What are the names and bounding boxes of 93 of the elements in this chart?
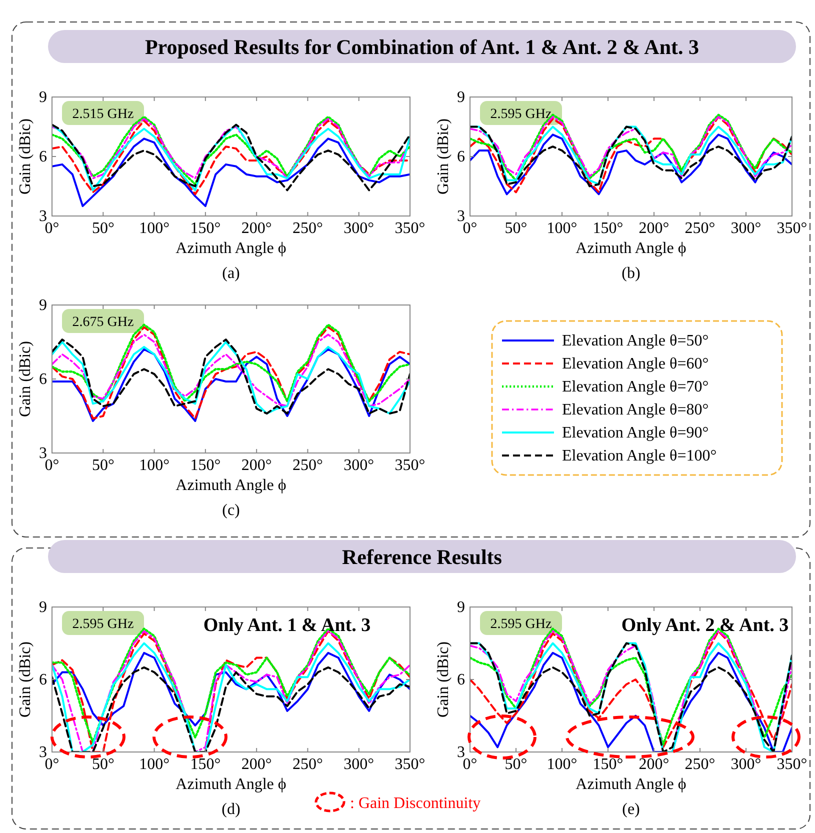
text: 2.515 GHz bbox=[72, 107, 134, 122]
y-tick-label: 9 bbox=[457, 89, 465, 106]
x-tick-label: 0° bbox=[44, 220, 60, 237]
x-tick-label: 100° bbox=[139, 220, 170, 237]
line-series bbox=[52, 138, 410, 208]
x-tick-label: 0° bbox=[462, 756, 478, 773]
line-series bbox=[470, 134, 792, 196]
x-tick-label: 150° bbox=[190, 457, 221, 474]
line-series bbox=[52, 334, 410, 408]
x-tick-label: 150° bbox=[190, 756, 221, 773]
x-tick-label: 200° bbox=[638, 756, 670, 773]
x-axis-title: Azimuth Angle ϕ bbox=[576, 776, 686, 793]
y-tick-label: 6 bbox=[39, 148, 47, 166]
x-tick-label: 200° bbox=[241, 756, 272, 773]
y-tick-label: 6 bbox=[39, 672, 47, 688]
x-axis-title: Azimuth Angle ϕ bbox=[176, 776, 286, 793]
x-tick-label: 150° bbox=[190, 220, 221, 237]
text: (e) bbox=[622, 801, 640, 818]
y-axis-title: Gain (dBic) bbox=[435, 118, 452, 194]
legend-label: Elevation Angle θ=60° bbox=[562, 356, 709, 372]
x-tick-label: 50° bbox=[92, 457, 114, 474]
x-tick-label: 300° bbox=[344, 756, 374, 773]
x-tick-label: 350° bbox=[776, 220, 808, 237]
x-tick-label: 300° bbox=[730, 220, 762, 237]
x-tick-label: 250° bbox=[292, 220, 323, 237]
text: : Gain Discontinuity bbox=[350, 795, 481, 812]
x-tick-label: 100° bbox=[546, 756, 578, 773]
x-tick-label: 150° bbox=[592, 756, 624, 773]
y-axis-title: Gain (dBic) bbox=[17, 118, 34, 194]
text: 2.595 GHz bbox=[490, 617, 552, 632]
y-tick-label: 9 bbox=[39, 297, 47, 314]
x-tick-label: 200° bbox=[241, 220, 272, 237]
x-tick-label: 200° bbox=[638, 220, 670, 237]
line-series bbox=[52, 348, 410, 422]
y-tick-label: 9 bbox=[39, 89, 47, 106]
text: (a) bbox=[222, 265, 240, 282]
x-tick-label: 250° bbox=[292, 457, 323, 474]
legend-label: Elevation Angle θ=100° bbox=[562, 448, 717, 464]
legend-label: Elevation Angle θ=70° bbox=[562, 378, 709, 396]
x-tick-label: 300° bbox=[344, 457, 374, 474]
x-tick-label: 50° bbox=[92, 220, 114, 237]
y-tick-label: 3 bbox=[457, 208, 465, 225]
x-tick-label: 100° bbox=[139, 457, 170, 474]
x-tick-label: 150° bbox=[592, 220, 624, 237]
text: Reference Results bbox=[342, 545, 502, 569]
y-tick-label: 9 bbox=[39, 599, 47, 616]
y-axis-title: Gain (dBic) bbox=[435, 642, 452, 718]
x-tick-label: 50° bbox=[92, 756, 114, 773]
y-tick-label: 9 bbox=[457, 599, 465, 616]
chart-title: Only Ant. 2 & Ant. 3 bbox=[621, 615, 789, 636]
legend-label: Elevation Angle θ=80° bbox=[562, 402, 709, 418]
text: Proposed Results for Combination of Ant. 1 & Ant. 2 & Ant. 3 bbox=[144, 35, 700, 59]
x-tick-label: 250° bbox=[684, 756, 716, 773]
y-tick-label: 3 bbox=[457, 744, 465, 761]
x-axis-title: Azimuth Angle ϕ bbox=[576, 240, 686, 257]
text: (c) bbox=[222, 502, 240, 519]
line-series bbox=[52, 652, 410, 726]
text: (d) bbox=[222, 801, 240, 818]
text: 2.675 GHz bbox=[72, 315, 134, 330]
text: 2.595 GHz bbox=[72, 617, 134, 632]
legend-label: Elevation Angle θ=90° bbox=[562, 424, 709, 442]
x-tick-label: 350° bbox=[394, 220, 426, 237]
x-tick-label: 250° bbox=[684, 220, 716, 237]
x-axis-title: Azimuth Angle ϕ bbox=[176, 477, 286, 494]
x-tick-label: 250° bbox=[292, 756, 323, 773]
x-axis-title: Azimuth Angle ϕ bbox=[176, 240, 286, 257]
x-tick-label: 50° bbox=[504, 756, 528, 773]
x-tick-label: 0° bbox=[44, 756, 60, 773]
text: (b) bbox=[622, 265, 640, 282]
y-axis-title: Gain (dBic) bbox=[17, 642, 34, 718]
y-tick-label: 3 bbox=[39, 744, 47, 761]
x-tick-label: 350° bbox=[394, 756, 426, 773]
x-tick-label: 0° bbox=[462, 220, 478, 237]
line-series bbox=[52, 326, 410, 420]
x-tick-label: 50° bbox=[504, 220, 528, 237]
chart-title: Only Ant. 1 & Ant. 3 bbox=[203, 615, 371, 636]
x-tick-label: 100° bbox=[546, 220, 578, 237]
x-tick-label: 100° bbox=[139, 756, 170, 773]
x-tick-label: 0° bbox=[44, 457, 60, 474]
x-tick-label: 200° bbox=[241, 457, 272, 474]
x-tick-label: 350° bbox=[394, 457, 426, 474]
x-tick-label: 300° bbox=[344, 220, 374, 237]
y-tick-label: 6 bbox=[457, 148, 465, 166]
y-axis-title: Gain (dBic) bbox=[17, 341, 34, 417]
x-tick-label: 300° bbox=[730, 756, 762, 773]
legend-label: Elevation Angle θ=50° bbox=[562, 332, 709, 350]
y-tick-label: 6 bbox=[457, 672, 465, 688]
y-tick-label: 3 bbox=[39, 208, 47, 225]
x-tick-label: 350° bbox=[776, 756, 808, 773]
text: 2.595 GHz bbox=[490, 107, 552, 122]
y-tick-label: 3 bbox=[39, 445, 47, 462]
line-series bbox=[52, 666, 410, 752]
y-tick-label: 6 bbox=[39, 371, 47, 388]
